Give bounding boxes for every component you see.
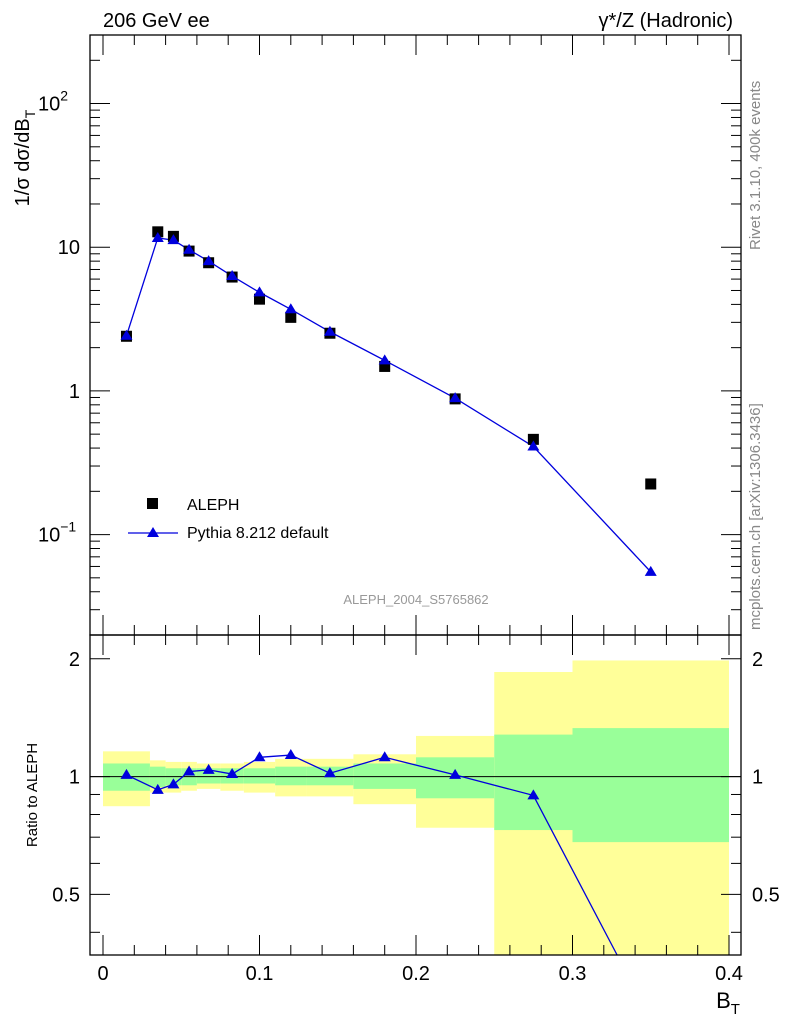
y-tick-label-main: 10 xyxy=(58,237,80,259)
y-tick-label-ratio: 1 xyxy=(69,767,80,789)
mc-line-main xyxy=(125,237,652,573)
rivet-label: Rivet 3.1.10, 400k events xyxy=(747,81,764,250)
ratio-point-mc xyxy=(253,751,266,762)
ratio-point-mc xyxy=(120,768,133,779)
x-axis-label: BT xyxy=(716,988,740,1018)
data-point-mc xyxy=(644,565,657,576)
legend-marker-aleph xyxy=(147,498,158,509)
ratio-point-mc xyxy=(202,763,215,774)
ratio-band-inner xyxy=(494,734,573,831)
y-axis-label-main: 1/σ dσ/dBT xyxy=(12,109,38,206)
ratio-band-inner xyxy=(275,766,307,786)
y-tick-label-ratio-right: 1 xyxy=(752,767,763,789)
data-point-aleph xyxy=(254,293,265,305)
data-point-mc xyxy=(527,440,540,451)
ratio-point-mc xyxy=(226,768,239,779)
y-axis-label-ratio: Ratio to ALEPH xyxy=(24,743,41,847)
y-tick-label-main: 102 xyxy=(38,88,68,116)
data-point-mc xyxy=(151,231,164,242)
y-tick-label-ratio: 0.5 xyxy=(52,884,80,906)
ratio-point-mc xyxy=(284,749,297,760)
data-point-mc xyxy=(120,329,133,340)
data-point-aleph xyxy=(285,311,297,323)
ratio-frame xyxy=(89,634,742,956)
ratio-point-mc xyxy=(151,783,164,794)
mcplots-label: mcplots.cern.ch [arXiv:1306.3436] xyxy=(747,403,764,630)
ratio-point-mc xyxy=(527,789,540,800)
ratio-band-inner xyxy=(196,768,221,784)
data-point-aleph xyxy=(152,226,164,238)
ratio-band-inner xyxy=(572,728,729,843)
chart-title-left: 206 GeV ee xyxy=(103,10,210,32)
data-point-mc xyxy=(378,354,391,365)
data-point-mc xyxy=(253,286,266,297)
ratio-band-inner xyxy=(243,768,276,784)
legend: ALEPH Pythia 8.212 default xyxy=(128,497,329,542)
main-panel: 10−1 1 10 102 ALEPH_2004_S5765862 ALEPH Pyt… xyxy=(12,34,742,636)
data-point-mc xyxy=(284,303,297,314)
data-point-mc xyxy=(323,325,336,336)
x-tick-label: 0.4 xyxy=(715,963,743,985)
x-tick-label: 0.2 xyxy=(402,963,430,985)
y-tick-label-ratio: 2 xyxy=(69,649,80,671)
data-point-aleph xyxy=(645,478,657,490)
data-point-aleph xyxy=(527,433,539,445)
data-point-mc xyxy=(449,392,462,403)
data-point-aleph xyxy=(379,360,391,372)
analysis-id-label: ALEPH_2004_S5765862 xyxy=(343,592,488,607)
chart-title-right: γ*/Z (Hadronic) xyxy=(599,10,733,32)
ratio-point-mc xyxy=(183,765,196,776)
ratio-point-mc xyxy=(323,767,336,778)
y-tick-label-ratio-right: 2 xyxy=(752,649,763,671)
main-frame xyxy=(89,34,742,636)
x-tick-label: 0.1 xyxy=(246,963,274,985)
y-tick-label-ratio-right: 0.5 xyxy=(752,884,780,906)
x-tick-label: 0 xyxy=(97,963,108,985)
legend-label-aleph: ALEPH xyxy=(187,497,239,514)
legend-marker-mc xyxy=(147,527,159,537)
data-point-mc xyxy=(202,255,215,266)
ratio-point-mc xyxy=(378,751,391,762)
y-tick-label-main: 10−1 xyxy=(38,519,76,547)
x-tick-label: 0.3 xyxy=(559,963,587,985)
y-tick-label-main: 1 xyxy=(69,381,80,403)
ratio-point-mc xyxy=(167,778,180,789)
ratio-point-mc xyxy=(449,768,462,779)
legend-label-mc: Pythia 8.212 default xyxy=(187,525,329,542)
ratio-panel: 0 0.1 0.2 0.3 0.4 0.5 0.5 1 1 2 2 Ratio to ALEPH B… xyxy=(24,634,780,1018)
data-point-mc xyxy=(183,243,196,254)
data-point-mc xyxy=(167,234,180,245)
data-point-mc xyxy=(226,270,239,281)
